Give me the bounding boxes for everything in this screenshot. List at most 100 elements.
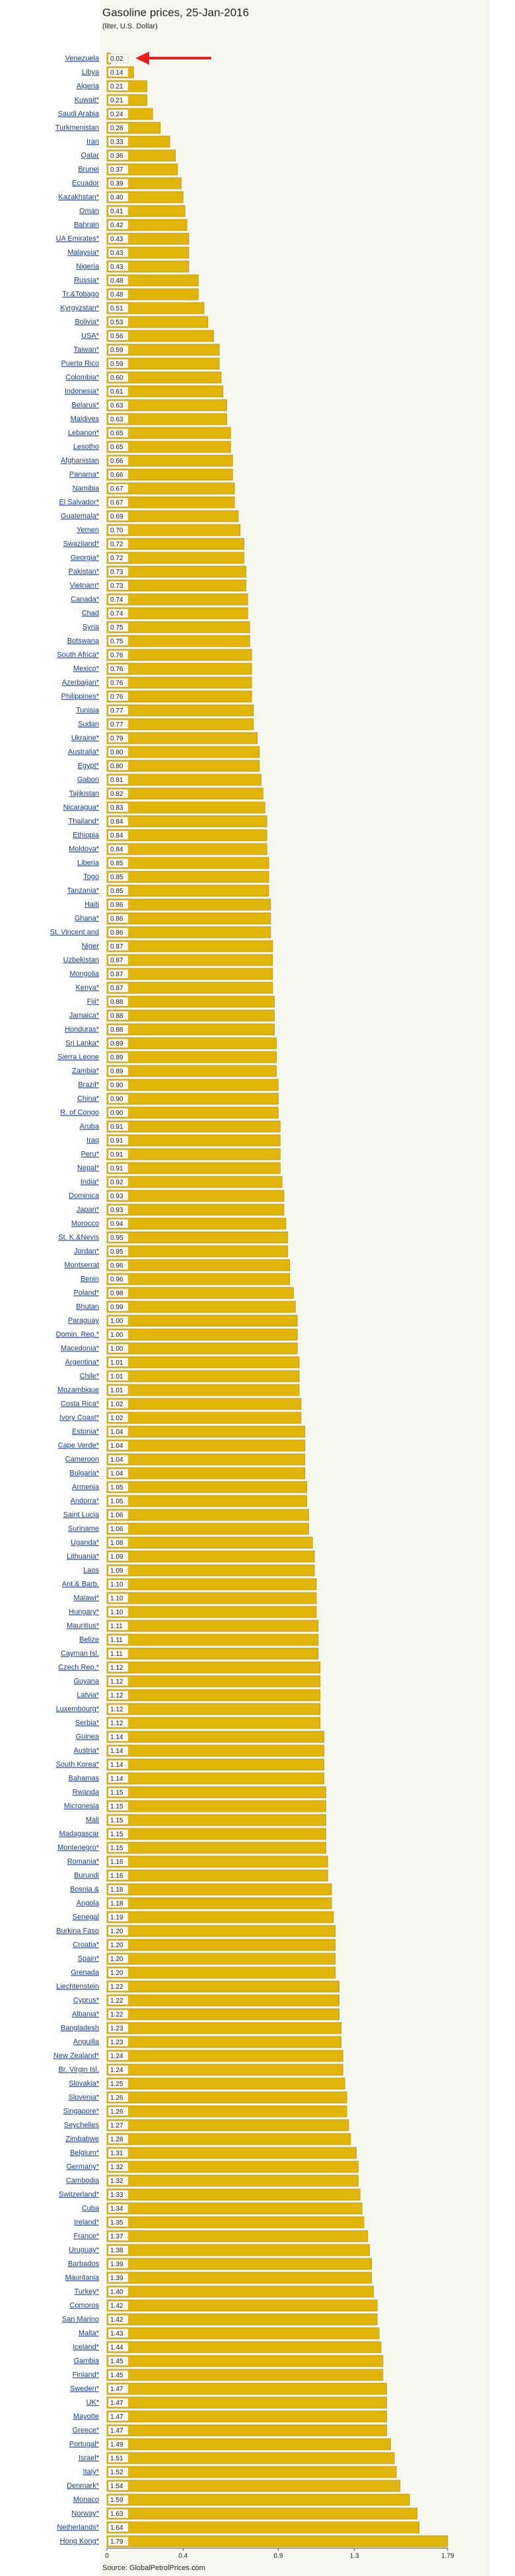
value-label: 1.38 [110,2247,123,2254]
category-label: UA Emirates* [56,234,100,242]
source-note: Source: GlobalPetrolPrices.com [102,2564,205,2572]
value-label: 1.06 [110,1512,123,1519]
value-label: 0.88 [110,1026,123,1034]
value-label: 1.22 [110,1984,123,1991]
category-label: Russia* [74,276,100,284]
chart-subtitle: (liter, U.S. Dollar) [102,22,158,30]
value-label: 0.98 [110,1290,123,1297]
value-label: 1.34 [110,2205,123,2213]
value-label-background [108,622,129,632]
value-label-background [108,1732,129,1742]
value-label-background [108,997,129,1007]
category-label: Ecuador [72,179,99,187]
bar [106,468,233,481]
value-label: 0.37 [110,166,123,174]
value-label-background [108,2509,129,2519]
category-label: Lesotho [73,443,99,450]
bar [106,1647,319,1660]
value-label-background [108,2134,129,2144]
category-label: Rwanda [73,1788,100,1796]
value-label-background [108,414,129,424]
bar [106,2438,391,2451]
value-label: 0.87 [110,971,123,978]
category-label: Brazil* [78,1081,100,1089]
category-label: Denmark* [67,2482,100,2489]
bar [106,2327,380,2340]
category-label: Croatia* [73,1941,99,1949]
category-label: Saint Lucia [63,1511,100,1519]
category-label: Madagascar [59,1830,99,1838]
value-label-background [108,1579,129,1589]
category-label: Malawi* [73,1594,99,1602]
value-label-background [108,1316,129,1326]
category-label: Bulgaria* [69,1469,99,1477]
value-label-background [108,650,129,660]
bar [106,926,271,939]
bar [106,1134,281,1147]
category-label: Paraguay [68,1316,100,1324]
bar [106,2230,368,2242]
value-label-background [108,1274,129,1284]
bar [106,496,235,509]
category-label: Iran [86,137,99,145]
value-label-background [108,1524,129,1534]
value-label-background [108,2328,129,2338]
value-label-background [108,2287,129,2297]
category-label: Belgium* [70,2149,100,2157]
bar [106,2050,343,2062]
category-label: Switzerland* [59,2190,100,2198]
category-label: San Marino [62,2315,99,2323]
value-label: 1.23 [110,2025,123,2032]
bar [106,1897,332,1910]
category-label: Nepal* [77,1164,100,1172]
category-label: Aruba [80,1122,100,1130]
category-label: St. Vincent and [50,928,99,936]
bar [106,1772,324,1785]
value-label-background [108,2481,129,2491]
category-label: Puerto Rico [61,359,99,367]
category-label: Peru* [81,1150,99,1158]
value-label: 1.12 [110,1706,123,1713]
category-label: Bosnia & [70,1885,100,1893]
bar [106,2424,388,2437]
value-label-background [108,2176,129,2186]
value-label: 0.82 [110,791,123,798]
value-label-background [108,983,129,993]
category-label: Sweden* [70,2384,100,2392]
value-label-background [108,1884,129,1894]
bar [106,399,227,411]
bar [106,1620,319,1632]
bar [106,1273,291,1285]
value-label-background [108,1135,129,1145]
value-label: 0.48 [110,277,123,285]
value-label-background [108,2190,129,2200]
value-label-background [108,1635,129,1645]
value-label: 1.64 [110,2524,123,2532]
bar [106,593,248,606]
value-label: 1.04 [110,1456,123,1464]
value-label: 0.91 [110,1137,123,1145]
value-label: 1.11 [110,1623,123,1630]
value-label: 1.04 [110,1443,123,1450]
value-label: 0.90 [110,1110,123,1117]
bar [106,2216,364,2229]
bar [106,746,259,758]
value-label-background [108,1177,129,1187]
bar [106,1412,302,1424]
category-label: Nicaragua* [63,803,100,811]
category-label: Serbia* [75,1719,100,1727]
bar [106,968,273,980]
value-label-background [108,2342,129,2352]
value-label-background [108,594,129,604]
value-label: 0.53 [110,319,123,326]
value-label-background [108,1427,129,1437]
category-label: Romania* [67,1857,100,1865]
value-label-background [108,1995,129,2005]
bar [106,1980,339,1993]
value-label: 1.24 [110,2067,123,2074]
category-label: South Africa* [57,651,99,659]
value-label-background [108,2023,129,2033]
bar [106,2036,341,2048]
value-label: 1.32 [110,2164,123,2171]
value-label: 1.15 [110,1803,123,1810]
